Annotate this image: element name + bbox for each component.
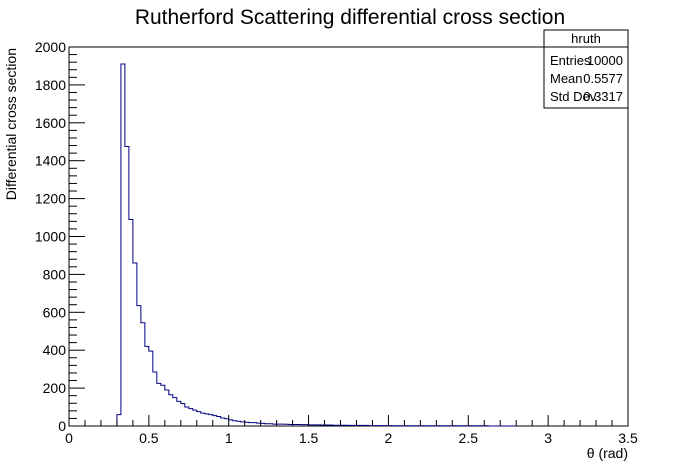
stats-entries-label: Entries xyxy=(550,53,591,68)
x-tick-label: 0.5 xyxy=(139,430,159,446)
y-tick-label: 1600 xyxy=(35,115,66,131)
x-axis-ticks: 0 0.5 1 1.5 2 2.5 3 3.5 xyxy=(65,415,638,446)
stats-stddev-value: 0.3317 xyxy=(583,89,623,104)
y-tick-label: 400 xyxy=(43,342,67,358)
y-tick-label: 0 xyxy=(58,418,66,434)
x-tick-label: 2.5 xyxy=(459,430,479,446)
x-tick-label: 1 xyxy=(225,430,233,446)
y-tick-label: 1800 xyxy=(35,77,66,93)
y-axis-label: Differential cross section xyxy=(3,48,19,200)
stats-mean-value: 0.5577 xyxy=(583,71,623,86)
stats-box: hruth Entries 10000 Mean 0.5577 Std Dev … xyxy=(543,29,629,109)
x-tick-label: 2 xyxy=(385,430,393,446)
y-axis-ticks: 0 200 400 600 800 1000 1200 1400 1600 1800 2000 xyxy=(35,39,85,434)
histogram-series xyxy=(116,63,517,427)
x-tick-label: 3.5 xyxy=(618,430,638,446)
chart-title: Rutherford Scattering differential cross… xyxy=(135,6,565,29)
y-tick-label: 1400 xyxy=(35,153,66,169)
histogram-line xyxy=(116,63,517,427)
stats-mean-label: Mean xyxy=(550,71,583,86)
stats-entries-value: 10000 xyxy=(587,53,623,68)
x-tick-label: 0 xyxy=(65,430,73,446)
x-axis-label: θ (rad) xyxy=(587,445,628,461)
stats-stddev-label: Std Dev xyxy=(550,89,597,104)
x-tick-label: 3 xyxy=(544,430,552,446)
y-tick-label: 1200 xyxy=(35,191,66,207)
y-tick-label: 2000 xyxy=(35,39,66,55)
stats-box-frame xyxy=(543,29,629,109)
x-tick-label: 1.5 xyxy=(299,430,319,446)
stats-box-name: hruth xyxy=(571,31,601,46)
y-tick-label: 200 xyxy=(43,380,67,396)
y-tick-label: 1000 xyxy=(35,229,66,245)
y-tick-label: 600 xyxy=(43,304,67,320)
y-tick-label: 800 xyxy=(43,266,67,282)
